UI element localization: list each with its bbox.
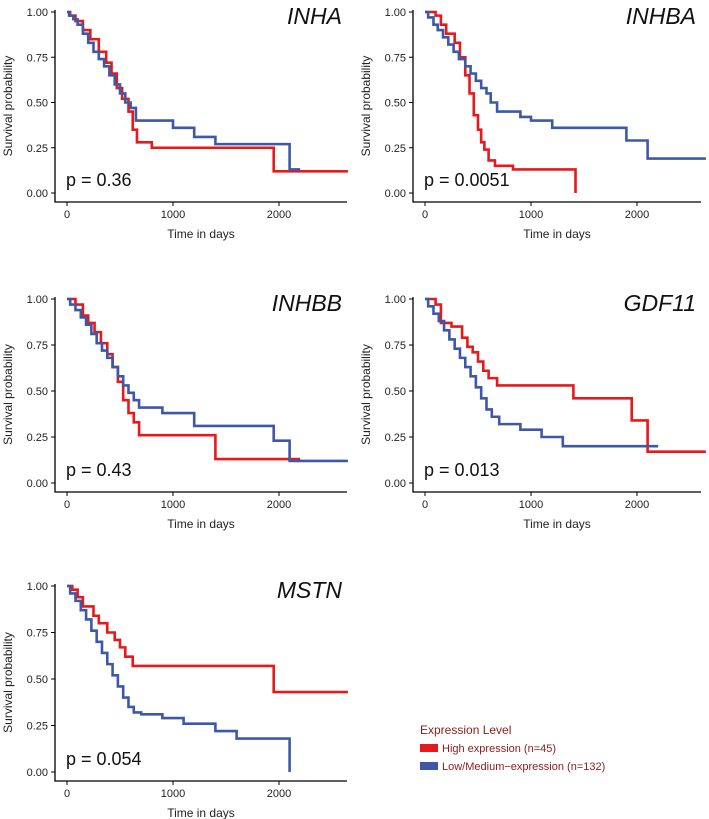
y-tick-label: 0.25: [385, 143, 406, 155]
x-tick-label: 1000: [161, 209, 185, 221]
x-axis-title: Time in days: [167, 517, 235, 531]
p-value-label: p = 0.0051: [424, 170, 510, 190]
y-tick-label: 0.25: [385, 432, 406, 444]
axis-lines: [412, 297, 701, 493]
survival-panel-mstn: 0.00 0.25 0.50 0.75 1.00 0 1000 2000 Time in day…: [1, 577, 348, 819]
y-axis-title: Survival probability: [1, 632, 15, 733]
axis-lines: [54, 584, 347, 782]
panels-group: 0.00 0.25 0.50 0.75 1.00 0 1000 2000 Time in day…: [1, 3, 706, 819]
y-tick-label: 1.00: [27, 7, 48, 19]
y-tick-label: 0.00: [27, 478, 48, 490]
y-tick-label: 0.00: [27, 767, 48, 779]
y-tick-label: 1.00: [385, 7, 406, 19]
survival-panel-inhba: 0.00 0.25 0.50 0.75 1.00 0 1000 2000 Time in day…: [359, 3, 706, 241]
axis-lines: [54, 297, 347, 493]
x-tick-label: 1000: [519, 499, 543, 511]
low-medium-expression-curve: [67, 584, 291, 772]
low-medium-expression-curve: [425, 297, 659, 448]
gene-title: INHBB: [272, 290, 342, 316]
high-expression-curve: [425, 10, 577, 193]
y-tick-label: 1.00: [27, 294, 48, 306]
x-tick-label: 0: [64, 209, 70, 221]
axis-lines: [54, 10, 347, 203]
survival-panel-inhbb: 0.00 0.25 0.50 0.75 1.00 0 1000 2000 Time in day…: [1, 290, 348, 531]
y-tick-label: 0.25: [27, 721, 48, 733]
x-tick-label: 0: [64, 788, 70, 800]
low-medium-expression-curve: [425, 10, 706, 160]
y-tick-label: 0.75: [385, 340, 406, 352]
high-expression-curve: [67, 10, 348, 173]
gene-title: GDF11: [624, 290, 696, 316]
p-value-label: p = 0.013: [424, 460, 500, 480]
y-tick-label: 0.50: [27, 386, 48, 398]
y-tick-label: 0.75: [27, 340, 48, 352]
y-tick-label: 0.50: [385, 386, 406, 398]
x-axis-title: Time in days: [523, 227, 591, 241]
x-tick-label: 2000: [267, 788, 291, 800]
y-tick-label: 0.25: [27, 143, 48, 155]
p-value-label: p = 0.054: [66, 749, 142, 769]
legend-title: Expression Level: [420, 723, 511, 737]
x-tick-label: 2000: [267, 499, 291, 511]
x-tick-label: 2000: [625, 499, 649, 511]
x-axis-title: Time in days: [167, 227, 235, 241]
legend-low-medium-expression-swatch: [420, 762, 438, 770]
x-tick-label: 1000: [519, 209, 543, 221]
gene-title: INHA: [287, 3, 342, 29]
survival-panel-inha: 0.00 0.25 0.50 0.75 1.00 0 1000 2000 Time in day…: [1, 3, 348, 241]
low-medium-expression-curve: [67, 297, 348, 463]
y-tick-label: 1.00: [385, 294, 406, 306]
y-tick-label: 0.75: [385, 52, 406, 64]
legend-high-expression-label: High expression (n=45): [442, 743, 556, 755]
y-tick-label: 0.00: [385, 478, 406, 490]
gene-title: INHBA: [626, 3, 696, 29]
y-axis-title: Survival probability: [1, 344, 15, 445]
x-axis-title: Time in days: [523, 517, 591, 531]
y-tick-label: 0.50: [27, 674, 48, 686]
y-tick-label: 0.75: [27, 628, 48, 640]
legend-low-medium-expression-label: Low/Medium−expression (n=132): [442, 761, 605, 773]
x-tick-label: 0: [422, 209, 428, 221]
x-tick-label: 1000: [161, 499, 185, 511]
x-tick-label: 0: [422, 499, 428, 511]
y-axis-title: Survival probability: [359, 344, 373, 445]
survival-panel-gdf11: 0.00 0.25 0.50 0.75 1.00 0 1000 2000 Time in day…: [359, 290, 706, 531]
legend: Expression Level High expression (n=45) Lo…: [420, 723, 605, 773]
high-expression-curve: [67, 584, 348, 694]
x-tick-label: 1000: [161, 788, 185, 800]
y-tick-label: 0.00: [385, 188, 406, 200]
x-tick-label: 2000: [625, 209, 649, 221]
y-axis-title: Survival probability: [1, 56, 15, 157]
y-tick-label: 0.00: [27, 188, 48, 200]
y-tick-label: 0.75: [27, 52, 48, 64]
y-tick-label: 0.25: [27, 432, 48, 444]
x-tick-label: 2000: [267, 209, 291, 221]
y-tick-label: 0.50: [385, 98, 406, 110]
y-tick-label: 1.00: [27, 581, 48, 593]
high-expression-curve: [67, 297, 301, 461]
y-axis-title: Survival probability: [359, 56, 373, 157]
x-axis-title: Time in days: [167, 806, 235, 819]
high-expression-curve: [425, 297, 706, 454]
axis-lines: [412, 10, 701, 203]
y-tick-label: 0.50: [27, 98, 48, 110]
x-tick-label: 0: [64, 499, 70, 511]
low-medium-expression-curve: [67, 10, 301, 171]
p-value-label: p = 0.43: [66, 460, 132, 480]
gene-title: MSTN: [277, 577, 343, 603]
p-value-label: p = 0.36: [66, 170, 132, 190]
legend-high-expression-swatch: [420, 744, 438, 752]
